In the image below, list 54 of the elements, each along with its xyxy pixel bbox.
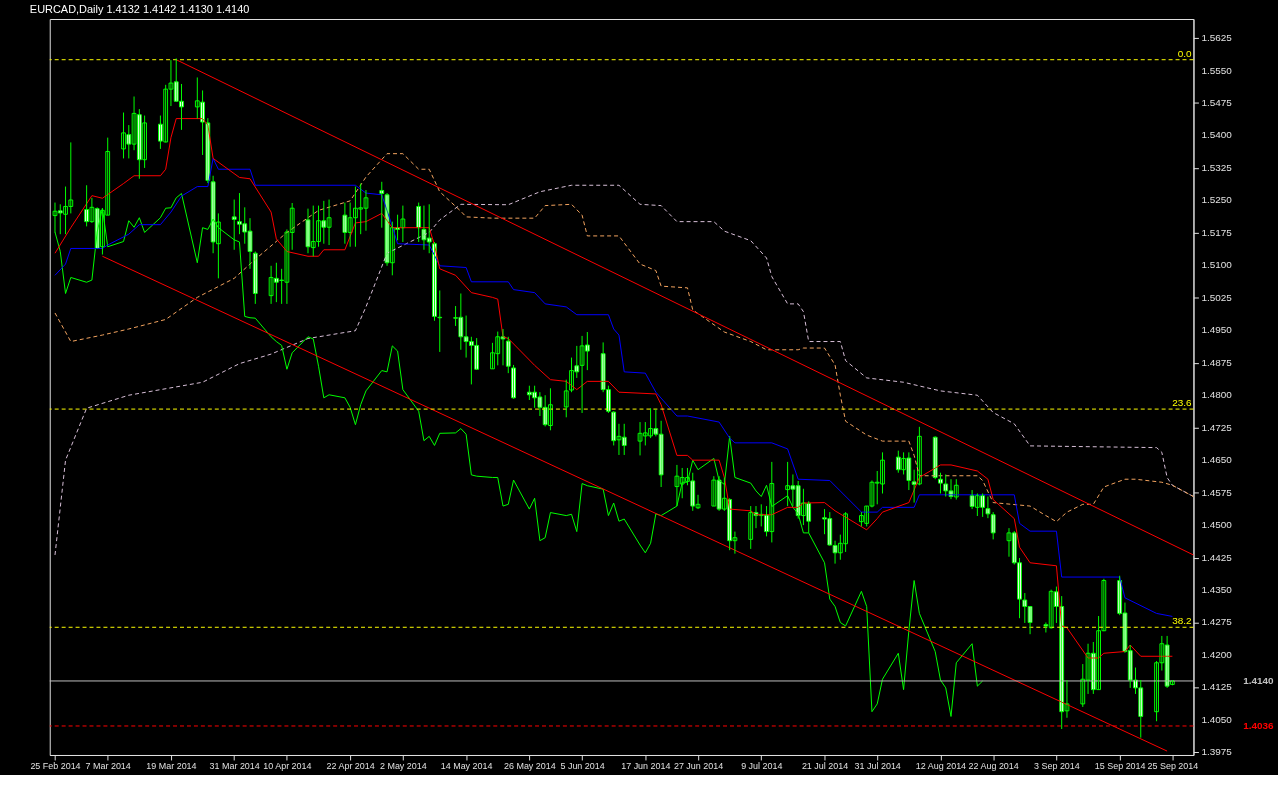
line-series: [54, 153, 1194, 523]
y-tick-label: 1.4125: [1201, 681, 1233, 693]
x-tick-label: 22 Apr 2014: [326, 761, 375, 772]
y-tick-label: 1.5325: [1201, 161, 1233, 173]
y-tick-label: 1.4875: [1201, 356, 1233, 368]
x-tick-label: 14 May 2014: [440, 761, 493, 772]
y-tick-label: 1.5550: [1201, 64, 1233, 76]
x-tick-label: 31 Jul 2014: [854, 761, 901, 772]
y-tick-label: 1.5625: [1201, 32, 1233, 44]
x-tick-label: 10 Apr 2014: [263, 761, 312, 772]
x-tick-label: 25 Feb 2014: [30, 761, 81, 772]
x-tick-label: 7 Mar 2014: [85, 761, 131, 772]
annotation: 0.0: [1177, 47, 1192, 59]
x-tick-label: 22 Aug 2014: [968, 761, 1019, 772]
y-tick-label: 1.4950: [1201, 324, 1233, 336]
annotation: 23.6: [1172, 397, 1192, 409]
y-tick-label: 1.4050: [1201, 713, 1233, 725]
y-tick-label: 1.4725: [1201, 421, 1233, 433]
y-tick-label: 1.5175: [1201, 226, 1233, 238]
x-tick-label: 3 Sep 2014: [1034, 761, 1080, 772]
x-tick-label: 21 Jul 2014: [801, 761, 849, 772]
y-tick-label: 1.4500: [1201, 519, 1233, 531]
x-tick-label: 27 Jun 2014: [673, 761, 724, 772]
y-tick-label: 1.4575: [1201, 486, 1233, 498]
y-tick-label: 1.5400: [1201, 129, 1233, 141]
line-series: [54, 184, 1194, 556]
x-tick-label: 26 May 2014: [504, 761, 556, 772]
ref-line-label: 1.4036: [1243, 719, 1275, 731]
y-tick-label: 1.4425: [1201, 551, 1233, 563]
y-tick-label: 1.4350: [1201, 584, 1233, 596]
x-tick-label: 12 Aug 2014: [915, 761, 967, 772]
y-tick-label: 1.4275: [1201, 616, 1233, 628]
y-tick-label: 1.4800: [1201, 389, 1233, 401]
y-tick-label: 1.4650: [1201, 454, 1233, 466]
x-tick-label: 5 Jun 2014: [560, 761, 605, 772]
x-tick-label: 31 Mar 2014: [209, 761, 260, 772]
x-tick-label: 2 May 2014: [380, 761, 427, 772]
candlestick: [231, 199, 237, 251]
y-tick-label: 1.4200: [1201, 648, 1233, 660]
ref-line-label: 1.4140: [1243, 674, 1275, 686]
y-tick-label: 1.5100: [1201, 259, 1233, 271]
y-tick-label: 1.5250: [1201, 194, 1233, 206]
y-tick-label: 1.5025: [1201, 291, 1233, 303]
chart-title: EURCAD,Daily 1.4132 1.4142 1.4130 1.4140: [29, 3, 250, 16]
x-tick-label: 25 Sep 2014: [1147, 761, 1199, 772]
y-tick-label: 1.5475: [1201, 96, 1233, 108]
x-tick-label: 17 Jun 2014: [621, 761, 671, 772]
x-tick-label: 9 Jul 2014: [741, 761, 783, 772]
y-tick-label: 1.3975: [1201, 746, 1233, 758]
annotation: 38.2: [1172, 615, 1192, 627]
x-tick-label: 19 Mar 2014: [146, 761, 197, 772]
x-tick-label: 15 Sep 2014: [1094, 761, 1146, 772]
candlestick: [584, 331, 590, 371]
candlestick: [785, 461, 791, 507]
